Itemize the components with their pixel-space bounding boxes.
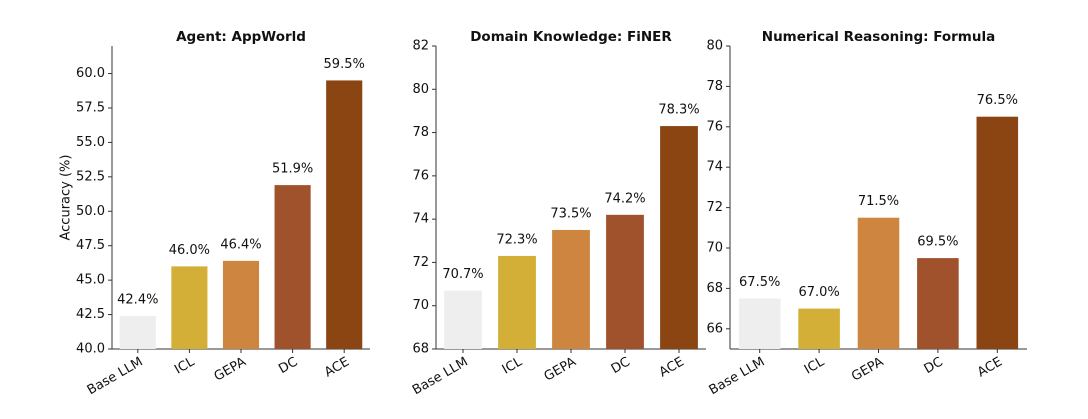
y-tick-label: 47.5 [76,238,105,253]
y-tick-label: 74 [706,160,723,175]
chart-title: Domain Knowledge: FiNER [470,29,672,45]
value-label: 59.5% [324,57,365,72]
y-tick-label: 72 [706,200,723,215]
y-tick-label: 80 [706,39,723,54]
x-tick-label: ACE [322,355,352,381]
y-tick-label: 76 [412,168,429,183]
x-tick-label: ACE [657,355,687,381]
y-tick-label: 42.5 [76,307,105,322]
x-tick-label: Base LLM [707,355,768,399]
value-label: 76.5% [977,93,1018,108]
y-tick-label: 40.0 [76,342,105,357]
value-label: 51.9% [272,162,313,177]
value-label: 46.0% [169,243,210,258]
chart-title: Numerical Reasoning: Formula [762,29,995,45]
x-tick-label: DC [276,355,300,378]
y-tick-label: 80 [412,82,429,97]
y-tick-label: 78 [412,125,429,140]
bar [798,308,840,349]
bar [326,80,363,349]
y-tick-label: 66 [706,321,723,336]
x-tick-label: DC [922,355,946,378]
value-label: 46.4% [220,237,261,252]
value-label: 72.3% [496,232,537,247]
y-tick-label: 70 [412,298,429,313]
bar [171,266,208,349]
y-tick-label: 74 [412,212,429,227]
x-tick-label: DC [609,355,633,378]
bar [606,214,644,349]
y-tick-label: 68 [706,281,723,296]
value-label: 71.5% [858,194,899,209]
x-tick-label: Base LLM [85,355,146,399]
bar [119,315,156,349]
bar [738,298,781,349]
value-label: 42.4% [117,292,158,307]
bar [976,116,1019,349]
y-tick-label: 72 [412,255,429,270]
y-tick-label: 57.5 [76,100,105,115]
y-tick-label: 82 [412,39,429,54]
x-tick-label: Base LLM [410,355,471,399]
y-tick-label: 50.0 [76,204,105,219]
y-tick-label: 78 [706,79,723,94]
x-tick-label: GEPA [849,354,886,384]
y-tick-label: 60.0 [76,66,105,81]
y-tick-label: 52.5 [76,169,105,184]
x-tick-label: ACE [975,355,1005,381]
value-label: 67.0% [798,285,839,300]
y-tick-label: 68 [412,342,429,357]
bar [222,260,260,349]
chart-title: Agent: AppWorld [176,29,306,45]
value-label: 70.7% [442,267,483,282]
y-axis-label: Accuracy (%) [59,155,74,241]
bar [660,126,698,349]
value-label: 78.3% [658,103,699,118]
x-tick-label: ICL [802,354,828,377]
x-tick-label: ICL [500,354,526,377]
bar [857,217,900,349]
bar [552,229,590,349]
bar [274,185,311,349]
value-label: 67.5% [739,275,780,290]
value-label: 74.2% [604,191,645,206]
y-tick-label: 45.0 [76,273,105,288]
y-tick-label: 70 [706,241,723,256]
x-tick-label: GEPA [542,354,579,384]
y-tick-label: 76 [706,119,723,134]
bar [498,255,536,349]
bar [917,258,959,349]
x-tick-label: ICL [172,354,198,377]
x-tick-label: GEPA [212,354,249,384]
value-label: 73.5% [550,206,591,221]
y-tick-label: 55.0 [76,135,105,150]
value-label: 69.5% [917,235,958,250]
bar [444,290,482,349]
